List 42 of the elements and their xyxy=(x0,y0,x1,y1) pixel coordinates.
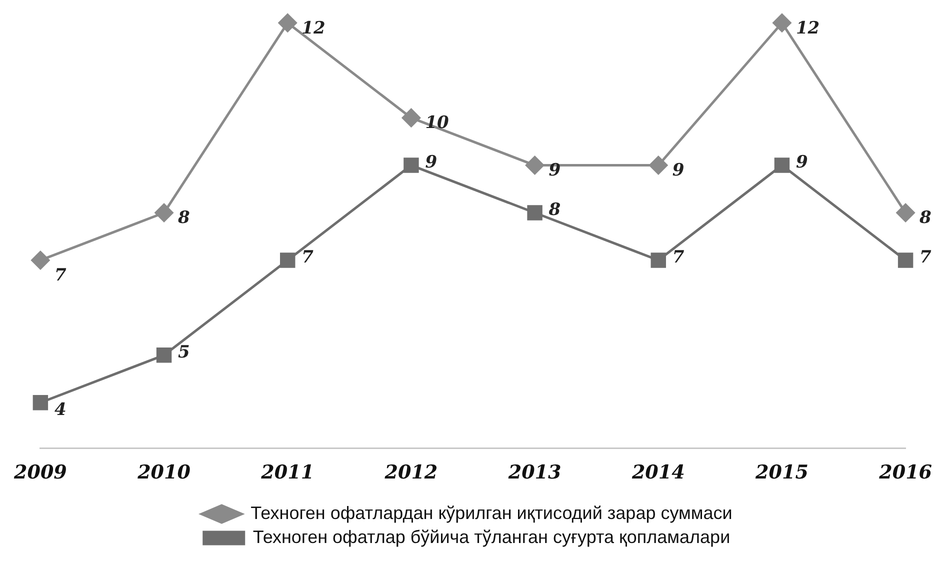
point xyxy=(404,158,419,173)
data-label: 4 xyxy=(54,400,66,420)
data-label: 9 xyxy=(672,160,684,181)
data-label: 7 xyxy=(302,248,314,268)
point xyxy=(32,395,48,410)
data-label: 7 xyxy=(920,248,932,268)
point xyxy=(526,156,544,175)
x-tick-label: 2014 xyxy=(630,462,685,484)
point xyxy=(154,204,174,222)
point xyxy=(278,14,297,32)
x-tick-label: 2015 xyxy=(754,462,808,484)
data-label: 7 xyxy=(54,266,66,286)
data-label: 12 xyxy=(796,18,820,38)
legend-label: Техноген офатлар бўйича тўланган суғурта қопламалари xyxy=(252,526,730,547)
legend-label: Техноген офатлардан кўрилган иқтисодий зарар суммаси xyxy=(250,502,732,523)
point xyxy=(649,156,668,175)
point xyxy=(402,108,420,128)
point xyxy=(31,250,50,270)
point xyxy=(898,252,914,268)
x-tick-label: 2013 xyxy=(507,462,562,484)
data-label: 8 xyxy=(548,200,561,220)
data-label: 12 xyxy=(302,18,326,38)
x-tick-label: 2009 xyxy=(12,462,67,484)
point xyxy=(896,204,915,222)
data-label: 8 xyxy=(920,208,932,228)
point xyxy=(650,252,666,268)
data-label: 8 xyxy=(178,208,190,228)
point xyxy=(774,158,790,173)
point xyxy=(772,14,792,32)
point xyxy=(527,205,542,220)
x-tick-label: 2012 xyxy=(384,462,438,484)
data-label: 10 xyxy=(425,113,450,134)
point xyxy=(280,252,296,268)
point xyxy=(156,348,172,363)
x-tick-label: 2010 xyxy=(136,462,190,484)
x-tick-label: 2011 xyxy=(260,462,314,484)
data-label: 7 xyxy=(672,248,684,268)
data-label: 9 xyxy=(548,160,561,181)
data-label: 5 xyxy=(178,342,190,363)
data-label: 9 xyxy=(425,152,438,173)
data-label: 9 xyxy=(796,152,808,173)
x-tick-label: 2016 xyxy=(878,462,932,484)
